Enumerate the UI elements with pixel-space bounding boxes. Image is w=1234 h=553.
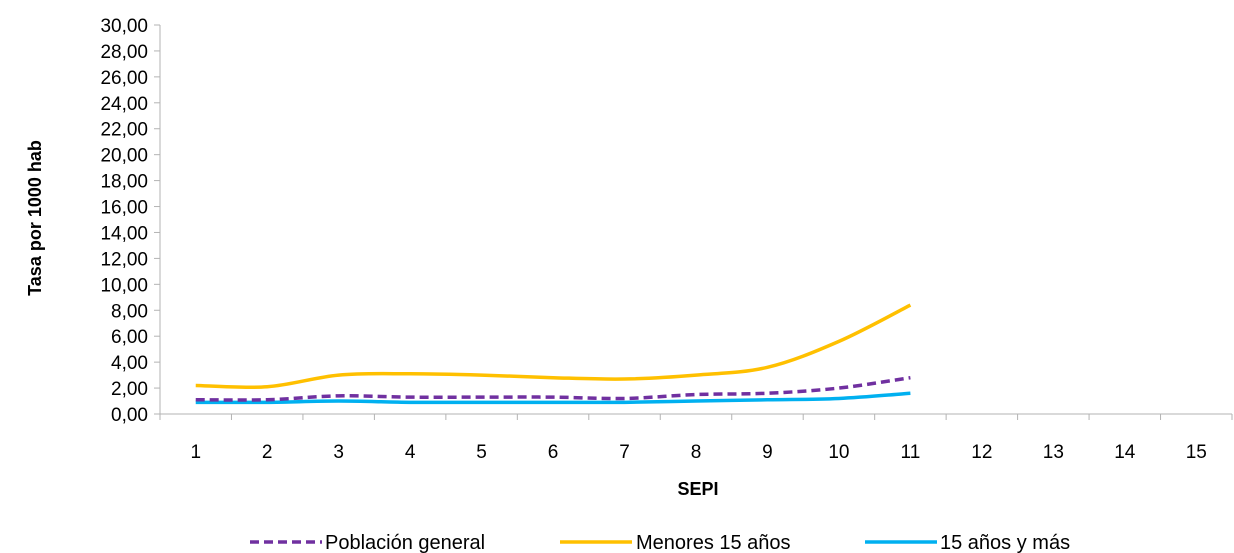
y-tick-label: 2,00: [111, 379, 148, 400]
x-tick-label: 14: [1114, 442, 1136, 463]
legend-label: Población general: [325, 532, 485, 553]
y-tick-label: 16,00: [100, 198, 148, 219]
y-tick-label: 14,00: [100, 223, 148, 244]
series-line-1: [195, 375, 911, 402]
y-tick-label: 24,00: [100, 94, 148, 115]
x-axis: 1 2 3 4 5 6 7 8 9 10 11 12 13 14 15: [159, 413, 1233, 463]
x-axis-title: SEPI: [677, 479, 718, 499]
series-line-2: [195, 303, 912, 390]
y-tick-label: 0,00: [111, 405, 148, 426]
legend-label: 15 años y más: [940, 532, 1070, 553]
y-tick-label: 20,00: [100, 146, 148, 167]
x-tick-label: 6: [548, 442, 559, 463]
y-tick-label: 30,00: [100, 16, 148, 37]
y-axis-title: Tasa por 1000 hab: [25, 140, 45, 296]
x-tick-label: 4: [405, 442, 416, 463]
y-axis: 0,00 2,00 4,00 6,00 8,00 10,00 12,00 14,00 16,00…: [100, 16, 161, 426]
y-tick-label: 12,00: [100, 249, 148, 270]
x-tick-label: 11: [901, 442, 921, 463]
legend-item: Población general: [250, 532, 485, 553]
x-tick-label: 2: [262, 442, 273, 463]
x-tick-label: 8: [691, 442, 702, 463]
y-tick-label: 6,00: [111, 327, 148, 348]
y-tick-label: 10,00: [100, 275, 148, 296]
legend-label: Menores 15 años: [636, 532, 791, 553]
legend-item: Menores 15 años: [560, 532, 791, 553]
x-tick-label: 5: [476, 442, 487, 463]
x-tick-label: 12: [971, 442, 992, 463]
x-tick-label: 15: [1186, 442, 1207, 463]
legend: Población general Menores 15 años 15 años …: [250, 532, 1070, 553]
y-tick-label: 8,00: [111, 301, 148, 322]
y-tick-label: 22,00: [100, 120, 148, 141]
y-tick-label: 4,00: [111, 353, 148, 374]
x-tick-label: 10: [828, 442, 849, 463]
y-tick-label: 26,00: [100, 68, 148, 89]
x-tick-label: 9: [762, 442, 773, 463]
legend-item: 15 años y más: [865, 532, 1070, 553]
series-line-3: [195, 391, 911, 405]
x-tick-label: 7: [619, 442, 630, 463]
x-tick-label: 13: [1043, 442, 1064, 463]
y-tick-label: 18,00: [100, 172, 148, 193]
x-tick-label: 1: [190, 442, 201, 463]
x-tick-label: 3: [333, 442, 344, 463]
series-layer: [195, 303, 912, 405]
y-tick-label: 28,00: [100, 42, 148, 63]
